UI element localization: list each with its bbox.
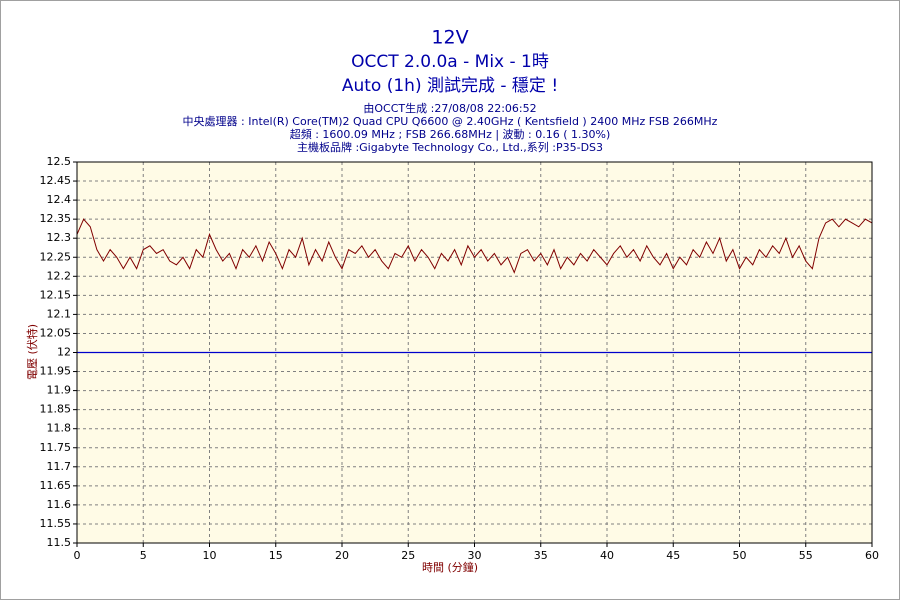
y-tick-label: 12.1 [47,307,72,320]
data-line [76,218,873,274]
x-tick-label: 40 [600,549,614,562]
y-tick-label: 11.5 [47,536,72,549]
y-tick-label: 12.05 [40,326,72,339]
y-tick-label: 11.55 [40,517,72,530]
x-axis-label: 時間 (分鐘) [422,560,478,574]
x-tick-label: 50 [733,549,747,562]
x-tick-label: 10 [203,549,217,562]
x-tick-label: 35 [534,549,548,562]
y-tick-label: 11.7 [47,460,72,473]
y-tick-label: 12.35 [40,212,72,225]
x-tick-label: 60 [865,549,879,562]
y-tick-label: 11.8 [47,422,72,435]
info-line: 中央處理器 : Intel(R) Core(TM)2 Quad CPU Q660… [183,114,718,128]
y-tick-label: 11.6 [47,498,72,511]
chart-subtitle: OCCT 2.0.0a - Mix - 1時 [351,52,549,72]
x-tick-label: 55 [799,549,813,562]
chart-status: Auto (1h) 測試完成 - 穩定 ! [342,76,558,96]
x-tick-label: 0 [74,549,81,562]
y-tick-label: 11.65 [40,479,72,492]
plot-border [76,161,873,544]
x-tick-label: 5 [140,549,147,562]
info-line: 由OCCT生成 :27/08/08 22:06:52 [363,101,536,115]
info-line: 主機板品牌 :Gigabyte Technology Co., Ltd.,系列 … [297,140,603,154]
y-tick-label: 12.3 [47,231,72,244]
y-tick-label: 12.25 [40,250,72,263]
y-tick-label: 12.5 [47,155,72,168]
y-tick-label: 12.2 [47,269,72,282]
y-tick-label: 12.15 [40,288,72,301]
y-tick-label: 11.85 [40,403,72,416]
chart-title: 12V [431,27,468,49]
y-tick-label: 12.45 [40,174,72,187]
y-tick-label: 11.75 [40,441,72,454]
y-tick-label: 11.95 [40,365,72,378]
y-tick-label: 12.4 [47,193,72,206]
x-tick-label: 45 [666,549,680,562]
x-tick-label: 30 [468,549,482,562]
y-axis-label: 電壓 (伏特) [25,324,39,380]
x-tick-label: 20 [335,549,349,562]
x-tick-label: 25 [401,549,415,562]
y-tick-label: 12 [57,346,71,359]
x-tick-label: 15 [269,549,283,562]
info-line: 超頻 : 1600.09 MHz ; FSB 266.68MHz | 波動 : … [290,127,611,141]
y-tick-label: 11.9 [47,384,72,397]
